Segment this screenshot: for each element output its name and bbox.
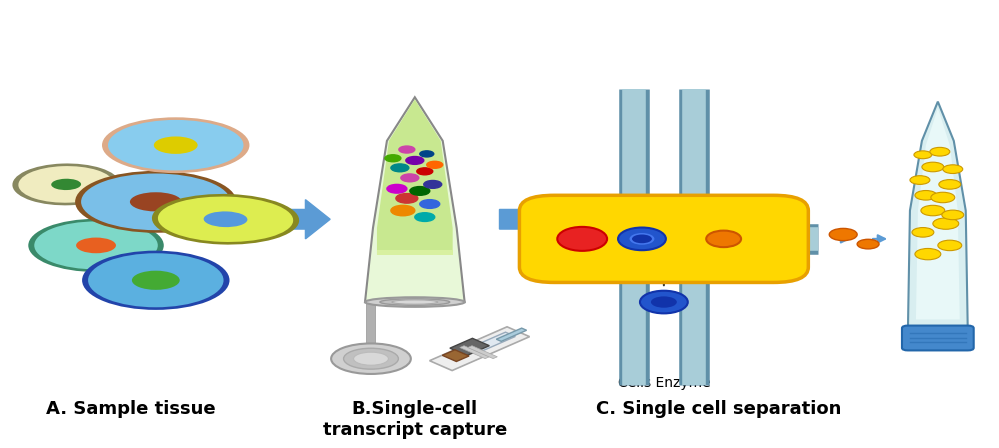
Circle shape: [420, 151, 434, 157]
Ellipse shape: [82, 250, 230, 310]
Circle shape: [939, 180, 961, 189]
Ellipse shape: [392, 300, 438, 304]
Ellipse shape: [28, 219, 164, 272]
Circle shape: [914, 151, 932, 159]
Ellipse shape: [81, 173, 231, 230]
Circle shape: [415, 213, 435, 221]
Polygon shape: [908, 102, 968, 328]
Circle shape: [401, 174, 419, 182]
Polygon shape: [377, 250, 453, 255]
Ellipse shape: [76, 237, 116, 253]
Circle shape: [387, 185, 407, 193]
Ellipse shape: [75, 171, 237, 233]
Circle shape: [912, 228, 934, 237]
Circle shape: [829, 228, 857, 241]
Circle shape: [930, 147, 950, 156]
Polygon shape: [365, 97, 465, 302]
Ellipse shape: [629, 233, 654, 245]
Circle shape: [410, 186, 430, 195]
Bar: [497, 328, 526, 341]
Ellipse shape: [365, 297, 465, 307]
Circle shape: [857, 239, 879, 249]
Text: C. Single cell separation: C. Single cell separation: [596, 400, 841, 418]
Circle shape: [931, 192, 955, 202]
Ellipse shape: [331, 344, 411, 374]
Ellipse shape: [557, 227, 607, 251]
Ellipse shape: [152, 194, 299, 245]
FancyArrow shape: [500, 200, 561, 239]
Polygon shape: [916, 108, 960, 319]
Circle shape: [424, 181, 442, 188]
Ellipse shape: [344, 348, 399, 369]
Ellipse shape: [132, 271, 180, 290]
Circle shape: [942, 210, 964, 220]
Ellipse shape: [18, 166, 114, 203]
Ellipse shape: [706, 231, 741, 247]
Bar: [430, 327, 529, 370]
Bar: [472, 332, 515, 351]
FancyBboxPatch shape: [902, 326, 974, 350]
Ellipse shape: [158, 197, 293, 242]
Circle shape: [632, 234, 652, 243]
Bar: [468, 346, 498, 359]
Text: A. Sample tissue: A. Sample tissue: [46, 400, 216, 418]
Circle shape: [943, 165, 963, 173]
Circle shape: [915, 190, 937, 200]
Circle shape: [938, 240, 962, 250]
Circle shape: [922, 162, 944, 172]
Circle shape: [406, 156, 424, 164]
Ellipse shape: [51, 179, 81, 190]
Ellipse shape: [380, 299, 450, 306]
Circle shape: [427, 161, 443, 168]
Text: Cells Enzyme: Cells Enzyme: [617, 376, 710, 390]
Bar: [450, 338, 490, 356]
Circle shape: [915, 249, 941, 260]
Circle shape: [910, 176, 930, 185]
Circle shape: [396, 194, 418, 203]
Bar: [460, 346, 490, 359]
Ellipse shape: [34, 221, 158, 269]
Circle shape: [385, 155, 401, 162]
FancyBboxPatch shape: [519, 195, 808, 282]
FancyArrow shape: [269, 200, 330, 239]
Ellipse shape: [102, 117, 250, 173]
Ellipse shape: [640, 291, 687, 314]
Bar: [443, 350, 470, 362]
Circle shape: [933, 218, 959, 229]
Ellipse shape: [12, 164, 120, 205]
Circle shape: [391, 205, 415, 216]
Circle shape: [399, 146, 415, 153]
Text: B.Single-cell
transcript capture: B.Single-cell transcript capture: [323, 400, 506, 439]
Circle shape: [417, 168, 433, 175]
Circle shape: [420, 200, 440, 208]
Ellipse shape: [130, 192, 182, 211]
Ellipse shape: [154, 137, 198, 154]
Ellipse shape: [204, 211, 248, 227]
Ellipse shape: [354, 352, 389, 365]
Circle shape: [921, 205, 945, 216]
Circle shape: [391, 164, 409, 172]
Circle shape: [651, 297, 677, 308]
Ellipse shape: [108, 120, 244, 170]
Ellipse shape: [88, 253, 224, 307]
Ellipse shape: [618, 228, 666, 250]
Polygon shape: [377, 99, 453, 254]
